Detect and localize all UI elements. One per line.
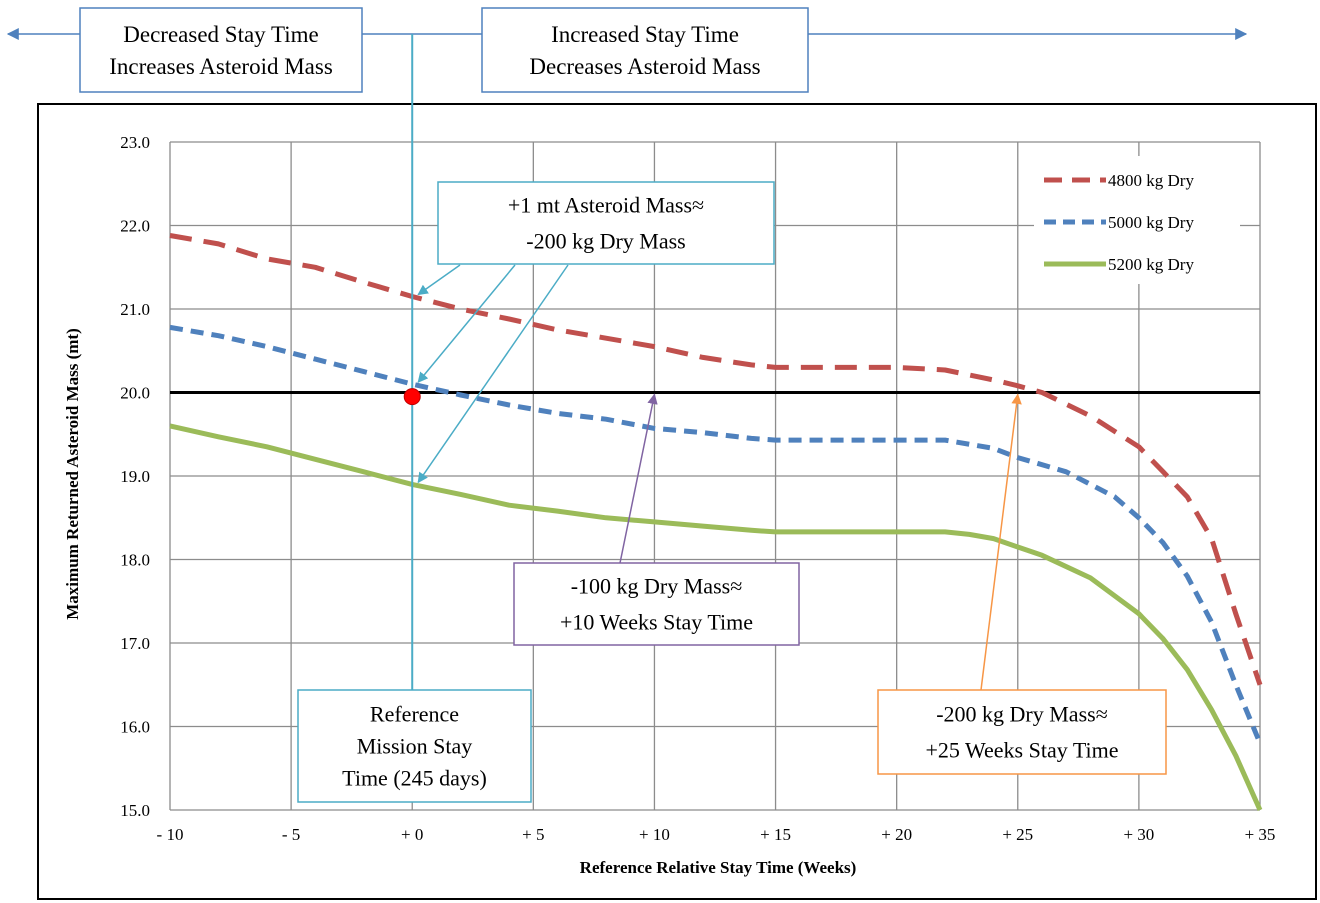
header-note-right: Increased Stay Time Decreases Asteroid M… xyxy=(481,7,809,93)
minus-200-note-text: -200 kg Dry Mass≈ xyxy=(936,702,1108,727)
reference-mission-note-text: Mission Stay xyxy=(357,734,473,759)
minus-100-note-box xyxy=(513,562,800,646)
legend: 4800 kg Dry 5000 kg Dry 5200 kg Dry xyxy=(1034,156,1240,284)
y-tick-label: 16.0 xyxy=(120,718,150,737)
series-line-1 xyxy=(169,233,1263,686)
reference-mission-note-text: Time (245 days) xyxy=(342,766,487,791)
y-tick-label: 23.0 xyxy=(120,133,150,152)
reference-mission-note-box xyxy=(297,689,532,803)
y-axis-title: Maximum Returned Asteroid Mass (mt) xyxy=(63,328,82,619)
series-lines xyxy=(169,233,1263,812)
x-tick-label: + 10 xyxy=(639,825,670,844)
reference-mission-note: Reference Mission Stay Time (245 days) xyxy=(297,689,532,803)
minus-100-note: -100 kg Dry Mass≈ +10 Weeks Stay Time xyxy=(513,562,800,646)
axis-tick-labels: 15.0 16.0 17.0 18.0 19.0 20.0 21.0 22.0 23.0 - 10… xyxy=(120,133,1275,844)
series-line-3 xyxy=(169,423,1263,812)
minus-200-arrow xyxy=(980,393,1022,691)
minus-100-arrow xyxy=(619,393,658,564)
x-tick-label: + 25 xyxy=(1002,825,1033,844)
asteroid-mass-arrow xyxy=(417,264,461,296)
asteroid-mass-note-text: +1 mt Asteroid Mass≈ xyxy=(508,193,704,218)
y-tick-label: 22.0 xyxy=(120,217,150,236)
legend-label-2: 5000 kg Dry xyxy=(1108,213,1194,232)
reference-mission-note-text: Reference xyxy=(370,702,459,727)
asteroid-mass-note-text: -200 kg Dry Mass xyxy=(526,229,686,254)
minus-200-note-box xyxy=(877,689,1167,775)
minus-200-note-text: +25 Weeks Stay Time xyxy=(926,738,1119,763)
x-tick-label: + 15 xyxy=(760,825,791,844)
asteroid-mass-arrow xyxy=(417,264,569,484)
minus-100-note-text: -100 kg Dry Mass≈ xyxy=(571,574,743,599)
header-note-left-line2: Increases Asteroid Mass xyxy=(109,54,333,79)
header-note-left-line1: Decreased Stay Time xyxy=(123,22,318,47)
asteroid-mass-note: +1 mt Asteroid Mass≈ -200 kg Dry Mass xyxy=(437,181,775,265)
header-note-right-line1: Increased Stay Time xyxy=(551,22,739,47)
x-tick-label: + 20 xyxy=(881,825,912,844)
x-axis-title: Reference Relative Stay Time (Weeks) xyxy=(580,858,857,877)
annotations: +1 mt Asteroid Mass≈ -200 kg Dry Mass Refe… xyxy=(297,34,1167,803)
header-note-left: Decreased Stay Time Increases Asteroid M… xyxy=(79,7,363,93)
minus-200-note: -200 kg Dry Mass≈ +25 Weeks Stay Time xyxy=(877,689,1167,775)
y-tick-label: 18.0 xyxy=(120,551,150,570)
x-tick-label: - 10 xyxy=(157,825,184,844)
x-tick-label: - 5 xyxy=(282,825,300,844)
series-line-2 xyxy=(169,324,1263,745)
header-note-right-line2: Decreases Asteroid Mass xyxy=(529,54,760,79)
asteroid-mass-note-box xyxy=(437,181,775,265)
asteroid-mass-arrow xyxy=(417,264,516,383)
x-tick-label: + 30 xyxy=(1123,825,1154,844)
minus-100-note-text: +10 Weeks Stay Time xyxy=(560,610,753,635)
y-tick-label: 21.0 xyxy=(120,300,150,319)
y-tick-label: 20.0 xyxy=(120,384,150,403)
y-tick-label: 15.0 xyxy=(120,801,150,820)
reference-point-marker xyxy=(403,388,421,406)
legend-label-1: 4800 kg Dry xyxy=(1108,171,1194,190)
y-tick-label: 19.0 xyxy=(120,467,150,486)
x-tick-label: + 0 xyxy=(401,825,423,844)
y-tick-label: 17.0 xyxy=(120,634,150,653)
legend-label-3: 5200 kg Dry xyxy=(1108,255,1194,274)
x-tick-label: + 35 xyxy=(1245,825,1276,844)
x-tick-label: + 5 xyxy=(522,825,544,844)
